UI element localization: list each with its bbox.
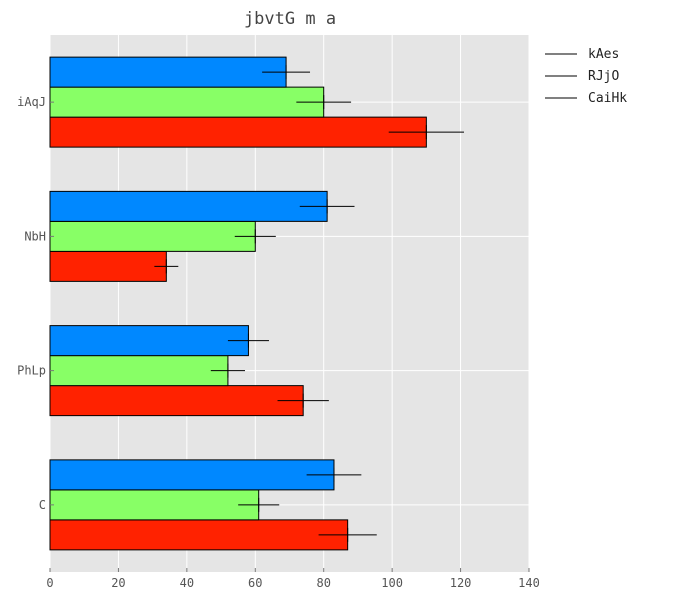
y-tick-label: C bbox=[39, 498, 46, 512]
legend-label: CaiHk bbox=[588, 91, 627, 106]
chart-title: jbvtG m a bbox=[244, 9, 336, 29]
legend-label: kAes bbox=[588, 47, 619, 62]
x-tick-label: 20 bbox=[111, 576, 125, 590]
x-tick-label: 0 bbox=[46, 576, 53, 590]
bars bbox=[49, 56, 464, 551]
x-tick-label: 60 bbox=[248, 576, 262, 590]
x-tick-label: 40 bbox=[180, 576, 194, 590]
axis-ticks: 0 20 40 60 80 100 120 140 iAqJ NbH PhLp C bbox=[17, 95, 540, 590]
bar-RJjO-NbH bbox=[49, 220, 256, 252]
bar-CaiHk-iAqJ bbox=[49, 56, 287, 88]
bar-kAes-C bbox=[49, 519, 349, 551]
bar-CaiHk-NbH bbox=[49, 190, 328, 222]
bar-kAes-iAqJ bbox=[49, 116, 427, 148]
y-tick-label: NbH bbox=[24, 229, 46, 243]
bar-CaiHk-C bbox=[49, 459, 335, 491]
bar-RJjO-C bbox=[49, 489, 260, 521]
bar-kAes-NbH bbox=[49, 250, 167, 282]
legend: kAes RJjO CaiHk bbox=[545, 47, 627, 106]
y-tick-label: PhLp bbox=[17, 364, 46, 378]
bar-RJjO-PhLp bbox=[49, 355, 229, 387]
x-tick-label: 100 bbox=[381, 576, 403, 590]
bar-CaiHk-PhLp bbox=[49, 325, 249, 357]
x-tick-label: 80 bbox=[316, 576, 330, 590]
bar-RJjO-iAqJ bbox=[49, 86, 325, 118]
legend-label: RJjO bbox=[588, 69, 619, 84]
bar-kAes-PhLp bbox=[49, 385, 304, 417]
y-tick-label: iAqJ bbox=[17, 95, 46, 109]
x-tick-label: 120 bbox=[450, 576, 472, 590]
x-tick-label: 140 bbox=[518, 576, 540, 590]
